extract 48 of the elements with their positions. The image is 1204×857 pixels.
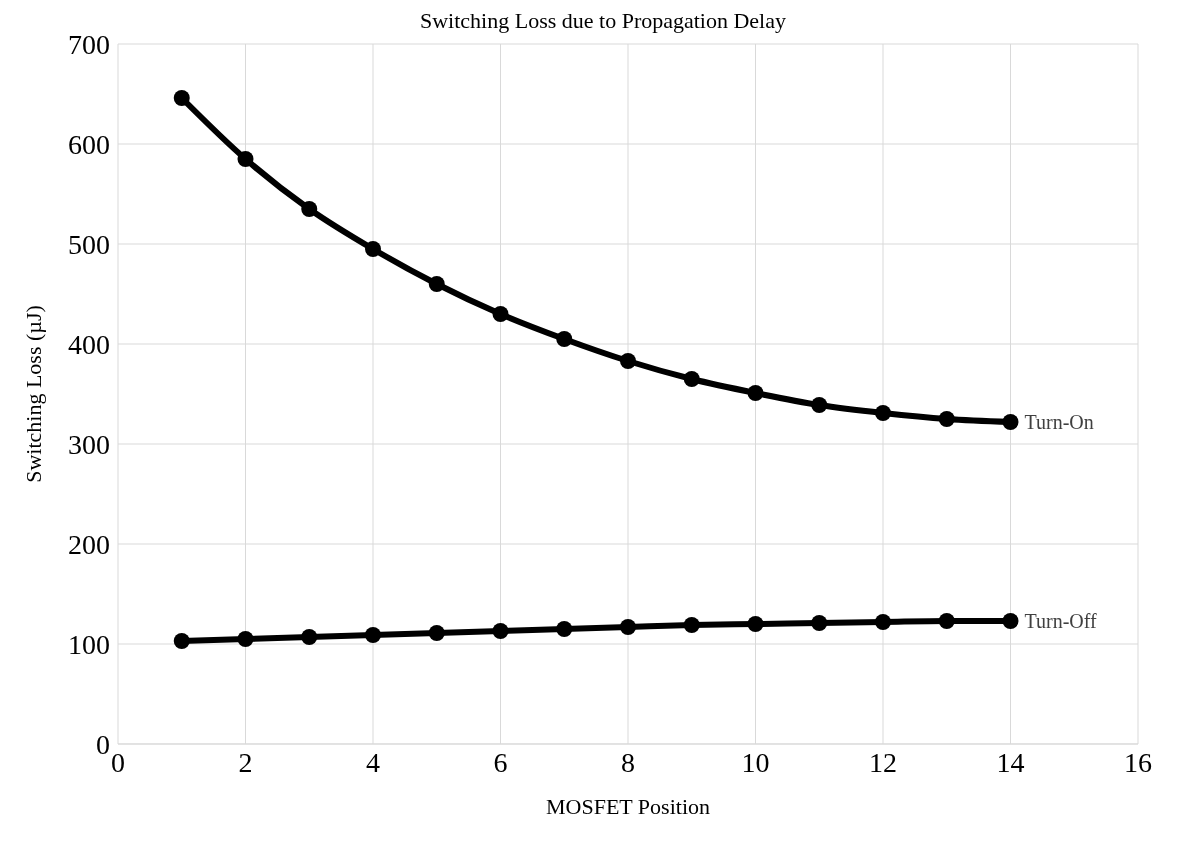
x-tick-label: 8	[621, 746, 635, 778]
x-tick-label: 12	[869, 746, 897, 778]
chart-title: Switching Loss due to Propagation Delay	[419, 8, 786, 33]
point	[428, 625, 445, 641]
point	[556, 621, 573, 637]
series-label: Turn-On	[1024, 411, 1094, 433]
series-label: Turn-Off	[1024, 610, 1098, 632]
point	[620, 619, 636, 635]
x-tick-label: 16	[1124, 746, 1152, 778]
point	[620, 353, 636, 369]
y-tick-label: 300	[68, 428, 110, 460]
x-tick-label: 6	[493, 746, 508, 778]
point	[237, 151, 254, 167]
y-tick-label: 600	[68, 128, 110, 160]
point	[365, 241, 381, 257]
point	[365, 627, 381, 643]
point	[811, 615, 828, 631]
y-tick-label: 700	[68, 28, 110, 60]
y-tick-label: 100	[68, 628, 110, 660]
point	[301, 201, 318, 217]
point	[173, 90, 190, 106]
y-tick-label: 200	[68, 528, 110, 560]
point	[938, 613, 955, 629]
x-tick-label: 2	[238, 746, 253, 778]
point	[938, 411, 955, 427]
point	[492, 623, 509, 639]
point	[492, 306, 509, 322]
point	[1002, 414, 1019, 430]
x-tick-label: 14	[996, 746, 1025, 778]
y-tick-label: 500	[68, 228, 110, 260]
x-tick-label: 10	[741, 746, 770, 778]
point	[173, 633, 190, 649]
point	[875, 405, 891, 421]
point	[747, 616, 764, 632]
point	[428, 276, 445, 292]
point	[301, 629, 318, 645]
y-axis-title: Switching Loss (µJ)	[20, 305, 46, 483]
point	[747, 385, 764, 401]
point	[683, 371, 700, 387]
point	[237, 631, 254, 647]
x-tick-label: 4	[366, 746, 380, 778]
point	[811, 397, 828, 413]
y-tick-label: 400	[68, 328, 110, 360]
point	[1002, 613, 1019, 629]
point	[683, 617, 700, 633]
point	[875, 614, 891, 630]
x-axis-title: MOSFET Position	[545, 794, 711, 819]
point	[556, 331, 573, 347]
